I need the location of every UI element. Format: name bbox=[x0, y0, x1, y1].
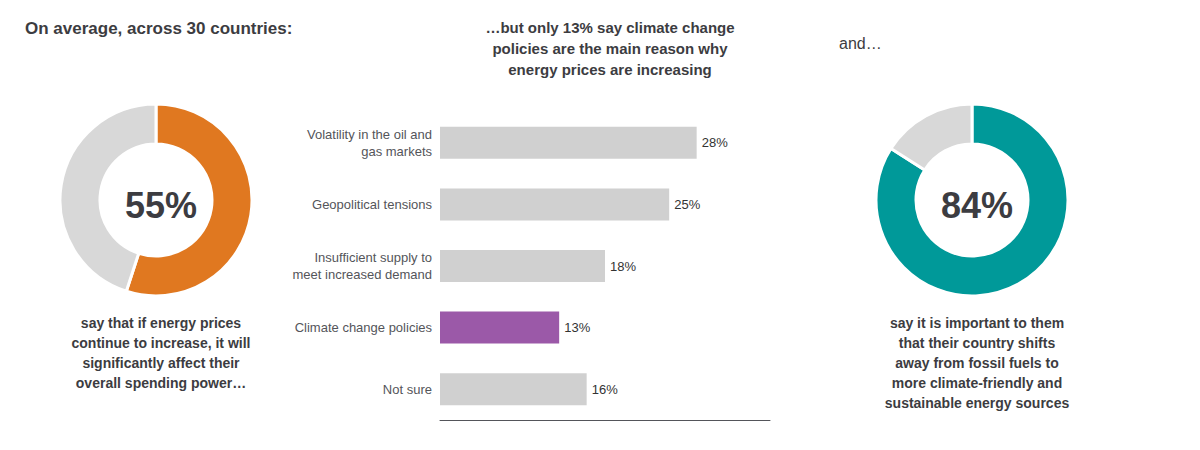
svg-text:and…: and… bbox=[839, 35, 882, 52]
svg-text:policies are the main reason w: policies are the main reason why bbox=[492, 40, 728, 57]
svg-text:say that if energy prices: say that if energy prices bbox=[81, 315, 242, 331]
svg-text:Climate change policies: Climate change policies bbox=[295, 320, 433, 335]
svg-text:significantly affect their: significantly affect their bbox=[82, 355, 240, 371]
svg-text:16%: 16% bbox=[592, 382, 618, 397]
svg-text:On average, across 30 countrie: On average, across 30 countries: bbox=[25, 19, 292, 38]
svg-text:meet increased demand: meet increased demand bbox=[293, 267, 432, 282]
svg-text:18%: 18% bbox=[610, 259, 636, 274]
svg-text:Insufficient supply to: Insufficient supply to bbox=[314, 250, 432, 265]
svg-text:Geopolitical tensions: Geopolitical tensions bbox=[312, 197, 432, 212]
svg-text:25%: 25% bbox=[674, 197, 700, 212]
svg-text:55%: 55% bbox=[125, 185, 197, 226]
svg-text:sustainable energy sources: sustainable energy sources bbox=[885, 395, 1070, 411]
svg-text:gas markets: gas markets bbox=[361, 144, 432, 159]
svg-text:…but only 13% say climate chan: …but only 13% say climate change bbox=[485, 19, 734, 36]
svg-text:energy prices are increasing: energy prices are increasing bbox=[508, 61, 711, 78]
svg-text:say it is important to them: say it is important to them bbox=[890, 315, 1064, 331]
svg-text:overall spending power…: overall spending power… bbox=[76, 375, 246, 391]
svg-text:continue to increase, it will: continue to increase, it will bbox=[72, 335, 251, 351]
svg-text:away from fossil fuels to: away from fossil fuels to bbox=[895, 355, 1058, 371]
svg-text:Not sure: Not sure bbox=[383, 382, 432, 397]
svg-text:28%: 28% bbox=[702, 135, 728, 150]
svg-text:Volatility in the oil and: Volatility in the oil and bbox=[307, 127, 432, 142]
svg-text:84%: 84% bbox=[941, 185, 1013, 226]
svg-text:13%: 13% bbox=[564, 320, 590, 335]
svg-text:that their country shifts: that their country shifts bbox=[899, 335, 1056, 351]
svg-text:more climate-friendly and: more climate-friendly and bbox=[892, 375, 1062, 391]
